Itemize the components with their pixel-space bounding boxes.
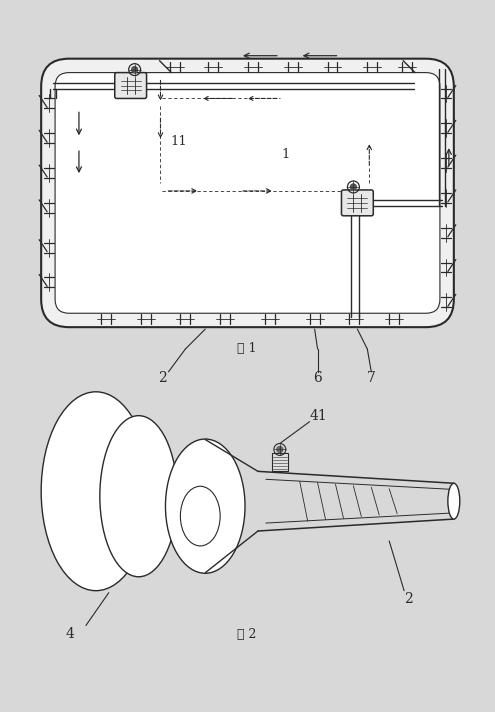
FancyBboxPatch shape	[55, 73, 440, 313]
Ellipse shape	[165, 439, 245, 573]
Text: 7: 7	[367, 371, 376, 385]
Bar	[272, 454, 288, 471]
Circle shape	[132, 67, 138, 73]
Ellipse shape	[41, 392, 150, 591]
Circle shape	[277, 446, 283, 452]
Text: 2: 2	[158, 371, 167, 385]
Text: 41: 41	[310, 409, 327, 423]
Text: 11: 11	[170, 135, 187, 148]
Text: 图 1: 图 1	[237, 342, 257, 355]
Text: 6: 6	[313, 371, 321, 385]
Text: 1: 1	[282, 148, 290, 161]
Text: 图 2: 图 2	[237, 629, 257, 642]
Circle shape	[350, 184, 356, 190]
FancyBboxPatch shape	[115, 73, 147, 98]
FancyBboxPatch shape	[342, 190, 373, 216]
FancyBboxPatch shape	[41, 58, 454, 327]
Ellipse shape	[100, 416, 177, 577]
Text: 2: 2	[404, 592, 413, 606]
Text: 4: 4	[66, 627, 75, 642]
Ellipse shape	[448, 483, 460, 519]
